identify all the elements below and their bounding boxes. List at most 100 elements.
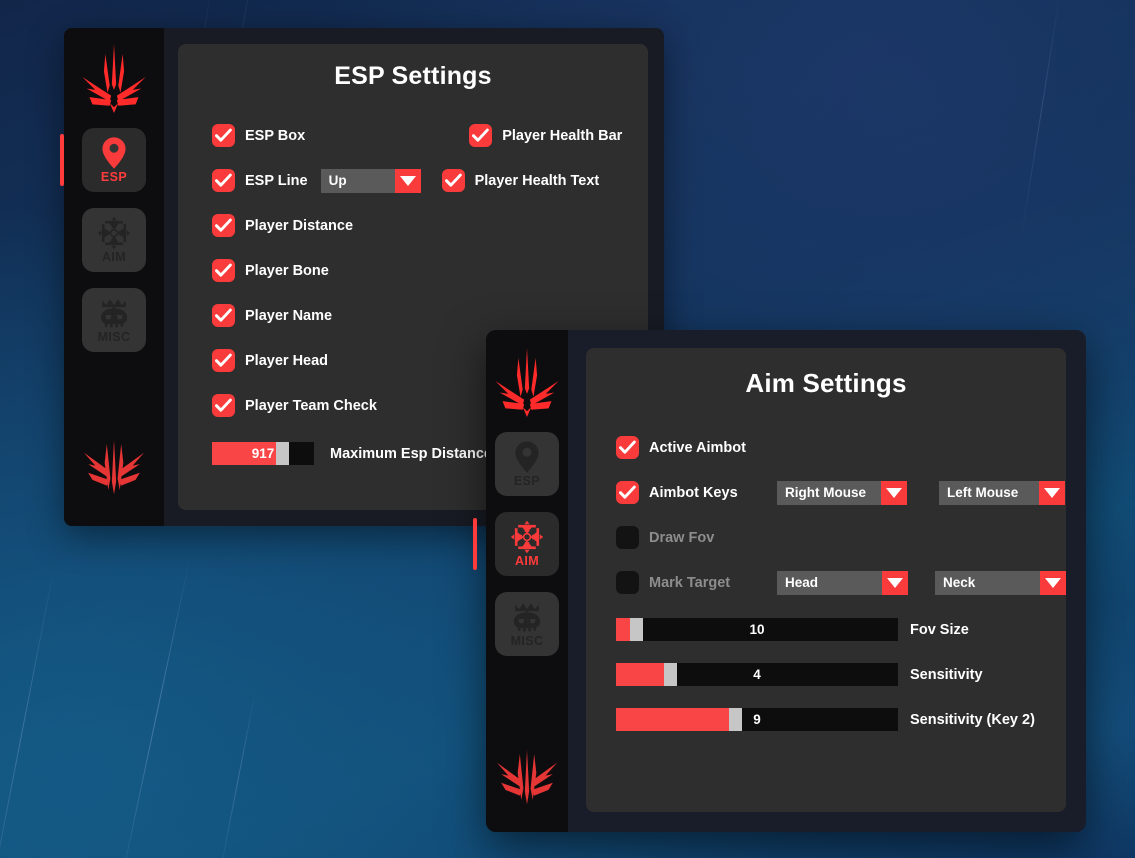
- checkbox-label: Player Distance: [245, 217, 354, 234]
- checkbox-label: Player Health Bar: [502, 127, 623, 144]
- aim-sidebar-nav: ESP AIM MISC: [473, 432, 559, 656]
- check-icon: [215, 218, 232, 233]
- checkbox-label: Player Bone: [245, 262, 329, 279]
- skull-crown-icon: [510, 600, 544, 634]
- map-pin-icon: [97, 136, 131, 170]
- checkbox-draw-fov[interactable]: [616, 526, 639, 549]
- dropdown-esp-line-direction[interactable]: Up: [320, 168, 421, 193]
- sidebar-item-esp[interactable]: ESP: [495, 432, 559, 496]
- slider-row: 917 Maximum Esp Distance: [212, 431, 648, 476]
- chevron-down-icon: [1039, 480, 1065, 505]
- option-row: ESP Box Player Health Bar: [212, 113, 648, 158]
- sidebar-item-misc[interactable]: MISC: [82, 288, 146, 352]
- option-row: Player Head: [212, 338, 648, 383]
- sidebar-item-esp[interactable]: ESP: [82, 128, 146, 192]
- skull-crown-icon: [97, 296, 131, 330]
- check-icon: [472, 128, 489, 143]
- checkbox-player-name[interactable]: [212, 304, 235, 327]
- chevron-down-icon: [882, 570, 908, 595]
- checkbox-aimbot-keys[interactable]: [616, 481, 639, 504]
- checkbox-label: Player Head: [245, 352, 329, 369]
- slider-value: 917: [251, 446, 275, 461]
- checkbox-player-team-check[interactable]: [212, 394, 235, 417]
- aim-settings-window: ESP AIM MISC Aim Settings Active Aimbot: [473, 330, 1086, 832]
- esp-options-list: ESP Box Player Health Bar ESP Line Up Pl…: [178, 91, 648, 476]
- sidebar-item-label: ESP: [100, 170, 128, 185]
- slider-fill: [616, 618, 630, 641]
- page-title: Aim Settings: [745, 368, 907, 398]
- checkbox-label: Active Aimbot: [649, 439, 746, 456]
- slider-knob[interactable]: [276, 442, 289, 465]
- esp-sidebar: ESP AIM MISC: [60, 28, 164, 526]
- slider-sensitivity[interactable]: 4: [616, 663, 898, 686]
- sidebar-item-label: MISC: [97, 330, 131, 345]
- option-row: Draw Fov: [616, 515, 1066, 560]
- checkbox-player-head[interactable]: [212, 349, 235, 372]
- background-streak: [216, 690, 256, 858]
- dropdown-aimbot-key-primary[interactable]: Right Mouse: [777, 480, 907, 505]
- checkbox-label: Mark Target: [649, 574, 731, 591]
- checkbox-player-bone[interactable]: [212, 259, 235, 282]
- spike-crown-logo-icon: [491, 346, 563, 426]
- sidebar-item-label: AIM: [514, 554, 540, 569]
- sidebar-item-label: AIM: [101, 250, 127, 265]
- check-icon: [619, 485, 636, 500]
- map-pin-icon: [510, 440, 544, 474]
- check-icon: [215, 173, 232, 188]
- checkbox-player-distance[interactable]: [212, 214, 235, 237]
- checkbox-esp-box[interactable]: [212, 124, 235, 147]
- checkbox-label: Player Team Check: [245, 397, 377, 414]
- dropdown-aimbot-key-secondary[interactable]: Left Mouse: [939, 480, 1065, 505]
- dropdown-value: Neck: [935, 570, 1040, 595]
- active-tab-indicator: [473, 518, 477, 570]
- checkbox-esp-line[interactable]: [212, 169, 235, 192]
- check-icon: [445, 173, 462, 188]
- slider-value: 4: [753, 667, 761, 682]
- esp-settings-panel: ESP Settings ESP Box Player Health Bar E…: [178, 44, 648, 510]
- checkbox-label: ESP Box: [245, 127, 306, 144]
- crosshair-icon: [510, 520, 544, 554]
- checkbox-mark-target[interactable]: [616, 571, 639, 594]
- background-streak: [0, 560, 56, 858]
- slider-fill: [616, 663, 664, 686]
- slider-knob[interactable]: [664, 663, 677, 686]
- checkbox-active-aimbot[interactable]: [616, 436, 639, 459]
- option-row: Player Distance: [212, 203, 648, 248]
- checkbox-label: Draw Fov: [649, 529, 715, 546]
- crosshair-icon: [97, 216, 131, 250]
- dropdown-mark-target-secondary[interactable]: Neck: [935, 570, 1066, 595]
- check-icon: [215, 263, 232, 278]
- option-row: Active Aimbot: [616, 425, 1066, 470]
- slider-maximum-esp-distance[interactable]: 917: [212, 442, 314, 465]
- dropdown-value: Right Mouse: [777, 480, 881, 505]
- dropdown-mark-target-primary[interactable]: Head: [777, 570, 908, 595]
- background-streak: [1019, 0, 1061, 247]
- slider-label: Fov Size: [910, 621, 969, 638]
- esp-sidebar-nav: ESP AIM MISC: [60, 128, 146, 352]
- chevron-down-icon: [394, 168, 421, 193]
- winged-spike-logo-icon: [490, 744, 564, 810]
- slider-knob[interactable]: [729, 708, 742, 731]
- sidebar-item-aim[interactable]: AIM: [82, 208, 146, 272]
- option-row: Aimbot Keys Right Mouse Left Mouse: [616, 470, 1066, 515]
- slider-value: 9: [753, 712, 761, 727]
- sidebar-item-aim[interactable]: AIM: [495, 512, 559, 576]
- checkbox-label: ESP Line: [245, 172, 308, 189]
- sidebar-item-misc[interactable]: MISC: [495, 592, 559, 656]
- sidebar-item-label: ESP: [513, 474, 541, 489]
- sidebar-item-label: MISC: [510, 634, 544, 649]
- check-icon: [619, 440, 636, 455]
- check-icon: [215, 128, 232, 143]
- slider-knob[interactable]: [630, 618, 643, 641]
- chevron-down-icon: [881, 480, 907, 505]
- checkbox-player-health-bar[interactable]: [469, 124, 493, 147]
- slider-row: 10 Fov Size: [616, 607, 1066, 652]
- option-row: Player Name: [212, 293, 648, 338]
- check-icon: [215, 308, 232, 323]
- slider-fov-size[interactable]: 10: [616, 618, 898, 641]
- slider-sensitivity-key-2[interactable]: 9: [616, 708, 898, 731]
- dropdown-value: Left Mouse: [939, 480, 1039, 505]
- check-icon: [215, 353, 232, 368]
- aim-settings-panel: Aim Settings Active Aimbot Aimbot Keys R…: [586, 348, 1066, 812]
- checkbox-player-health-text[interactable]: [441, 169, 465, 192]
